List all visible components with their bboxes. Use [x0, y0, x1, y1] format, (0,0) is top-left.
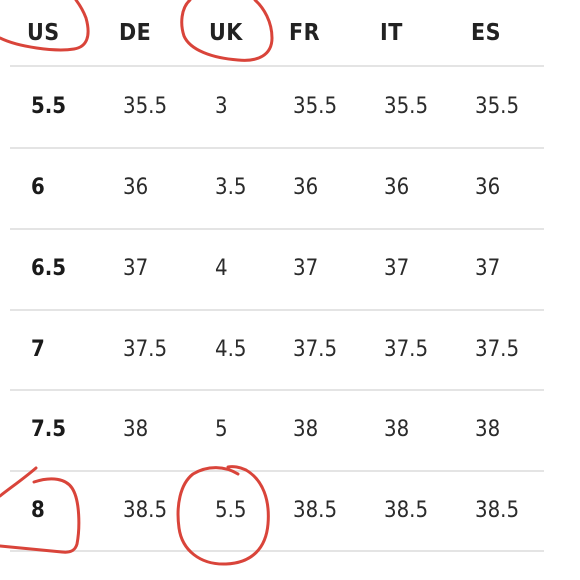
size-fr: 37 [293, 256, 319, 281]
size-es: 37 [475, 256, 501, 281]
size-de: 37 [123, 256, 149, 281]
row-divider [10, 65, 544, 67]
size-es: 38.5 [475, 498, 520, 523]
size-uk: 3.5 [215, 175, 247, 200]
size-uk: 5 [215, 417, 228, 442]
size-chart-header: US DE UK FR IT ES [0, 0, 580, 66]
size-us: 8 [31, 498, 45, 523]
size-fr: 38.5 [293, 498, 338, 523]
size-us: 7 [31, 337, 45, 362]
size-it: 38 [384, 417, 410, 442]
column-header-fr: FR [289, 20, 321, 46]
column-header-us: US [27, 20, 60, 46]
column-header-uk: UK [209, 20, 243, 46]
column-header-de: DE [119, 20, 152, 46]
row-divider [10, 147, 544, 149]
size-es: 37.5 [475, 337, 520, 362]
size-de: 35.5 [123, 94, 168, 119]
size-uk: 5.5 [215, 498, 247, 523]
table-row: 7 37.5 4.5 37.5 37.5 37.5 [0, 310, 580, 390]
size-us: 6.5 [31, 256, 67, 281]
table-row: 5.5 35.5 3 35.5 35.5 35.5 [0, 67, 580, 147]
row-divider [10, 550, 544, 552]
size-us: 7.5 [31, 417, 67, 442]
table-row: 6.5 37 4 37 37 37 [0, 229, 580, 309]
table-row: 8 38.5 5.5 38.5 38.5 38.5 [0, 471, 580, 551]
size-us: 6 [31, 175, 45, 200]
size-fr: 35.5 [293, 94, 338, 119]
size-it: 37 [384, 256, 410, 281]
size-de: 38 [123, 417, 149, 442]
size-de: 36 [123, 175, 149, 200]
row-divider [10, 389, 544, 391]
size-it: 38.5 [384, 498, 429, 523]
row-divider [10, 470, 544, 472]
size-de: 37.5 [123, 337, 168, 362]
size-de: 38.5 [123, 498, 168, 523]
size-es: 38 [475, 417, 501, 442]
size-uk: 4.5 [215, 337, 247, 362]
column-header-es: ES [471, 20, 502, 46]
size-uk: 4 [215, 256, 228, 281]
size-es: 35.5 [475, 94, 520, 119]
size-fr: 37.5 [293, 337, 338, 362]
size-uk: 3 [215, 94, 228, 119]
size-it: 36 [384, 175, 410, 200]
size-it: 37.5 [384, 337, 429, 362]
row-divider [10, 309, 544, 311]
column-header-it: IT [380, 20, 403, 46]
size-it: 35.5 [384, 94, 429, 119]
table-row: 6 36 3.5 36 36 36 [0, 148, 580, 228]
size-us: 5.5 [31, 94, 67, 119]
row-divider [10, 228, 544, 230]
size-fr: 36 [293, 175, 319, 200]
size-fr: 38 [293, 417, 319, 442]
size-es: 36 [475, 175, 501, 200]
table-row: 7.5 38 5 38 38 38 [0, 390, 580, 470]
